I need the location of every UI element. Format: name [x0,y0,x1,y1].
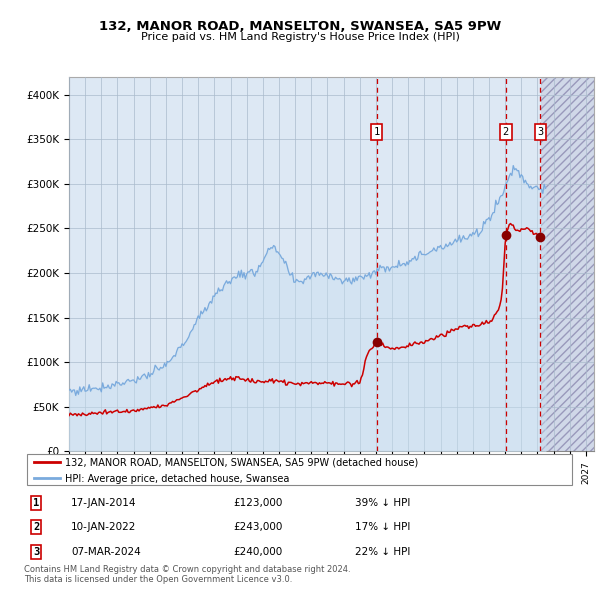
Bar [541,77,594,451]
Text: 1: 1 [33,498,39,508]
Text: HPI: Average price, detached house, Swansea: HPI: Average price, detached house, Swan… [65,474,290,484]
Text: 2: 2 [503,127,509,137]
Text: £240,000: £240,000 [234,547,283,557]
Text: £123,000: £123,000 [234,498,283,508]
Text: 2: 2 [33,522,39,532]
Text: 132, MANOR ROAD, MANSELTON, SWANSEA, SA5 9PW: 132, MANOR ROAD, MANSELTON, SWANSEA, SA5… [99,20,501,33]
Text: Price paid vs. HM Land Registry's House Price Index (HPI): Price paid vs. HM Land Registry's House … [140,32,460,42]
Text: 39% ↓ HPI: 39% ↓ HPI [355,498,410,508]
Text: 3: 3 [33,547,39,557]
FancyBboxPatch shape [27,454,572,486]
Text: 17% ↓ HPI: 17% ↓ HPI [355,522,410,532]
Text: 07-MAR-2024: 07-MAR-2024 [71,547,140,557]
Text: 3: 3 [537,127,544,137]
Bar [69,77,541,451]
Bar [541,77,594,451]
Text: This data is licensed under the Open Government Licence v3.0.: This data is licensed under the Open Gov… [24,575,292,584]
Text: 10-JAN-2022: 10-JAN-2022 [71,522,136,532]
Text: 132, MANOR ROAD, MANSELTON, SWANSEA, SA5 9PW (detached house): 132, MANOR ROAD, MANSELTON, SWANSEA, SA5… [65,457,419,467]
Text: 17-JAN-2014: 17-JAN-2014 [71,498,136,508]
Text: 22% ↓ HPI: 22% ↓ HPI [355,547,410,557]
Text: Contains HM Land Registry data © Crown copyright and database right 2024.: Contains HM Land Registry data © Crown c… [24,565,350,574]
Text: £243,000: £243,000 [234,522,283,532]
Text: 1: 1 [373,127,380,137]
